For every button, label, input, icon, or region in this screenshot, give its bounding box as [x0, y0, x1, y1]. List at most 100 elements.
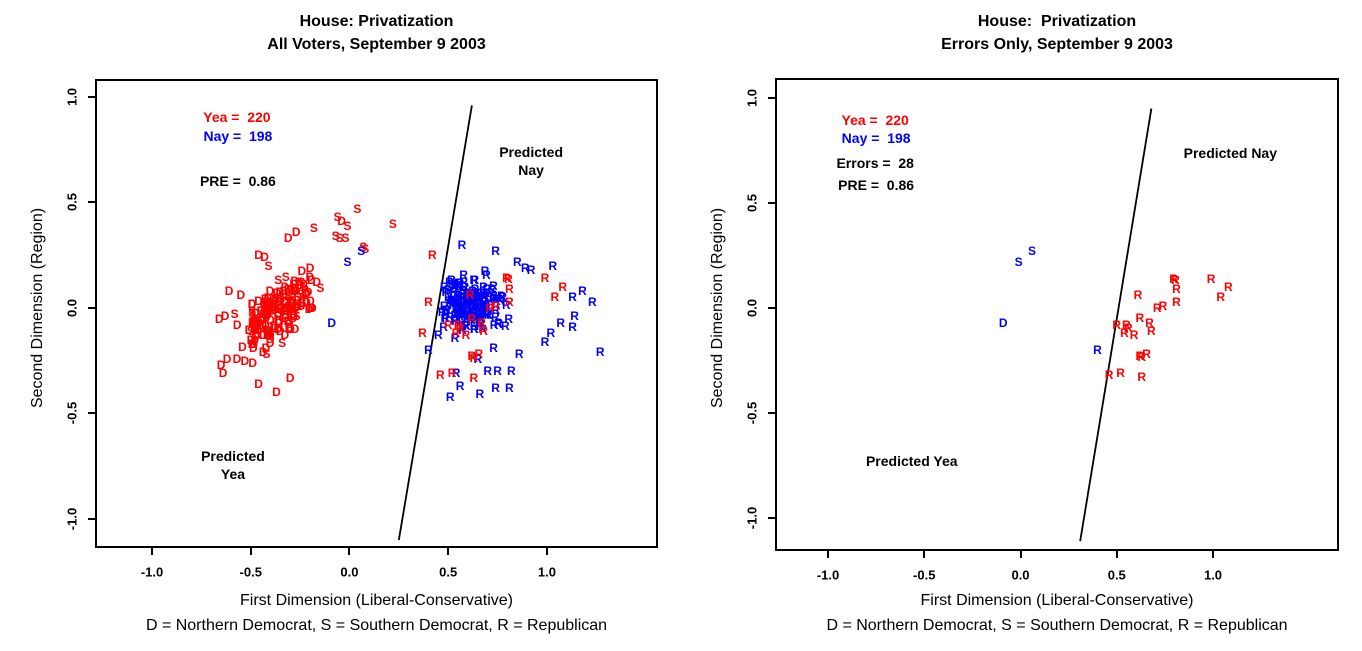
- y-tick-label: 0.0: [64, 298, 80, 317]
- data-point-letter: R: [488, 291, 498, 306]
- data-point-letter: R: [491, 381, 500, 396]
- data-point-letter: D: [273, 290, 283, 305]
- plot-area: [775, 78, 1339, 551]
- x-tick-label: 0.5: [1107, 567, 1126, 583]
- data-point-letter: R: [587, 294, 597, 309]
- data-point-letter: D: [275, 284, 285, 299]
- data-point-letter: R: [463, 298, 472, 313]
- data-point-letter: R: [455, 276, 465, 291]
- x-tick-mark: [151, 548, 154, 555]
- data-point-letter: R: [454, 284, 464, 299]
- data-point-letter: S: [262, 346, 271, 361]
- data-point-letter: S: [284, 298, 293, 313]
- data-point-letter: R: [482, 267, 491, 282]
- data-point-letter: D: [265, 332, 275, 347]
- data-point-letter: R: [491, 298, 500, 313]
- data-point-letter: R: [478, 321, 488, 336]
- data-point-letter: D: [286, 298, 295, 313]
- data-point-letter: R: [451, 326, 461, 341]
- data-point-letter: R: [459, 267, 468, 282]
- data-point-letter: D: [281, 307, 290, 322]
- data-point-letter: R: [1104, 368, 1114, 383]
- data-point-letter: R: [474, 307, 484, 322]
- data-point-letter: D: [248, 314, 257, 329]
- data-point-letter: S: [284, 316, 293, 331]
- data-point-letter: R: [468, 283, 477, 298]
- data-point-letter: R: [491, 310, 500, 325]
- data-point-letter: R: [1158, 298, 1168, 313]
- data-point-letter: R: [469, 322, 479, 337]
- data-point-letter: D: [289, 281, 299, 296]
- predicted-region-label: Predicted Nay: [1183, 144, 1277, 161]
- data-point-letter: S: [1014, 254, 1023, 269]
- data-point-letter: D: [220, 309, 230, 324]
- data-point-letter: R: [489, 291, 499, 306]
- predicted-region-label: Predicted: [201, 447, 265, 464]
- data-point-letter: S: [316, 280, 325, 295]
- data-point-letter: D: [289, 310, 298, 325]
- data-point-letter: R: [466, 308, 475, 323]
- data-point-letter: D: [248, 296, 257, 311]
- data-point-letter: S: [274, 305, 283, 320]
- data-point-letter: D: [269, 318, 279, 333]
- x-tick-label: 1.0: [1203, 567, 1223, 583]
- data-point-letter: R: [487, 296, 496, 311]
- data-point-letter: D: [296, 299, 306, 314]
- data-point-letter: R: [526, 262, 536, 277]
- data-point-letter: S: [279, 286, 288, 301]
- data-point-letter: R: [457, 313, 467, 328]
- data-point-letter: S: [278, 335, 287, 350]
- stats-annotation: PRE = 0.86: [838, 177, 915, 194]
- data-point-letter: D: [292, 299, 302, 314]
- data-point-letter: D: [301, 295, 311, 310]
- data-point-letter: D: [263, 296, 273, 311]
- data-point-letter: R: [512, 254, 522, 269]
- data-point-letter: R: [424, 294, 433, 309]
- x-tick-label: 0.0: [340, 564, 359, 580]
- data-point-letter: R: [445, 274, 454, 289]
- data-point-letter: R: [475, 316, 485, 330]
- data-point-letter: R: [501, 298, 511, 313]
- data-point-letter: R: [464, 308, 474, 323]
- data-point-letter: D: [273, 294, 283, 309]
- data-point-letter: R: [459, 290, 469, 305]
- data-point-letter: R: [463, 308, 473, 323]
- data-point-letter: R: [453, 302, 463, 317]
- data-point-letter: R: [478, 294, 488, 309]
- data-point-letter: R: [470, 282, 480, 297]
- data-point-letter: R: [476, 291, 485, 306]
- data-point-letter: R: [462, 294, 471, 309]
- data-point-letter: D: [312, 275, 322, 290]
- data-point-letter: R: [472, 291, 481, 306]
- data-point-letter: R: [1206, 271, 1216, 286]
- data-point-letter: R: [440, 310, 450, 325]
- data-point-letter: S: [333, 210, 342, 225]
- data-point-letter: D: [276, 301, 286, 316]
- data-point-letter: D: [281, 294, 290, 309]
- data-point-letter: R: [453, 304, 462, 319]
- data-point-letter: R: [451, 314, 460, 329]
- data-point-letter: S: [248, 304, 257, 319]
- data-point-letter: R: [455, 305, 465, 320]
- data-point-letter: R: [452, 292, 462, 307]
- left-panel-subtitle: All Voters, September 9 2003: [267, 36, 486, 53]
- data-point-letter: R: [548, 258, 558, 273]
- data-point-letter: D: [261, 306, 271, 321]
- data-point-letter: R: [488, 288, 498, 303]
- x-tick-mark: [1115, 551, 1118, 558]
- data-point-letter: S: [343, 218, 352, 233]
- data-point-letter: R: [480, 295, 489, 310]
- data-point-letter: R: [474, 347, 484, 362]
- data-point-letter: D: [247, 337, 257, 352]
- y-tick-mark: [88, 96, 95, 98]
- data-point-letter: S: [388, 216, 397, 231]
- data-point-letter: R: [460, 280, 470, 295]
- data-point-letter: D: [249, 336, 259, 351]
- data-point-letter: R: [475, 387, 485, 402]
- data-point-letter: R: [1152, 300, 1162, 315]
- data-point-letter: S: [281, 269, 290, 284]
- data-point-letter: R: [473, 299, 483, 314]
- data-point-letter: R: [480, 297, 490, 312]
- stats-annotation: Errors = 28: [836, 155, 914, 172]
